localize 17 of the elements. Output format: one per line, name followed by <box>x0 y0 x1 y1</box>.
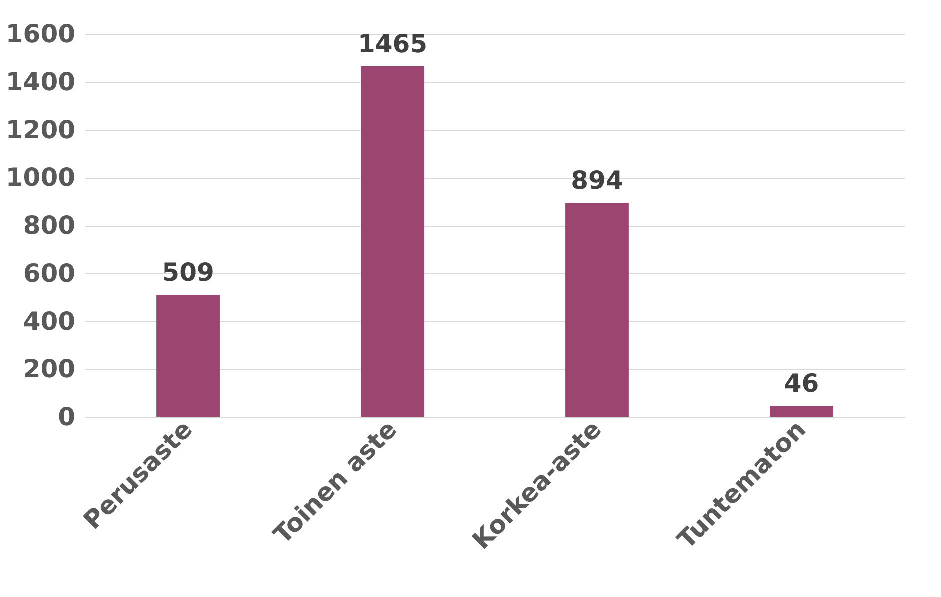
bar <box>156 295 220 417</box>
y-tick-label: 1600 <box>6 20 76 48</box>
y-tick-label: 400 <box>23 306 76 336</box>
y-tick-label: 1200 <box>6 115 76 144</box>
y-tick-label: 1400 <box>6 67 76 96</box>
data-label: 894 <box>571 166 624 195</box>
bar <box>361 66 424 417</box>
y-tick-label: 600 <box>23 258 76 288</box>
y-tick-label: 200 <box>23 354 76 384</box>
data-label: 509 <box>162 258 214 288</box>
data-label: 46 <box>784 368 820 398</box>
bar <box>770 406 834 417</box>
y-tick-label: 1000 <box>6 163 76 192</box>
bar <box>566 203 629 417</box>
data-label: 1465 <box>358 29 428 58</box>
y-tick-label: 800 <box>23 211 76 240</box>
y-tick-label: 0 <box>58 402 76 432</box>
